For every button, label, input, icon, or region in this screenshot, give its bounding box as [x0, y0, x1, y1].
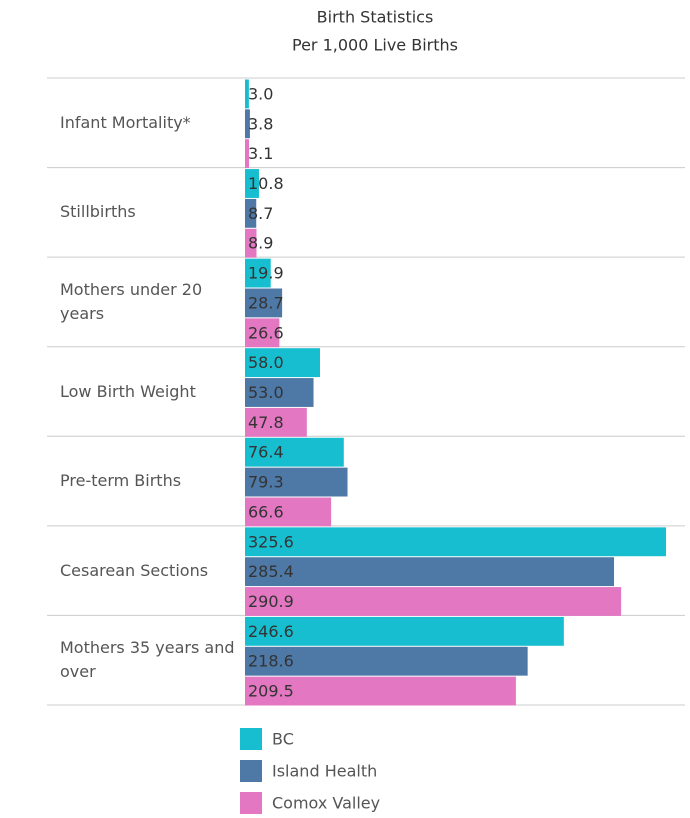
bar: [245, 646, 528, 676]
bar: [245, 288, 283, 318]
data-label: 325.6: [248, 532, 294, 551]
data-label: 290.9: [248, 592, 294, 611]
legend-label: Island Health: [272, 762, 377, 781]
bar: [245, 407, 307, 437]
data-label: 3.8: [248, 114, 273, 133]
bar: [245, 258, 271, 288]
category-label: Mothers 35 years and over: [60, 638, 235, 682]
category-label: Pre-term Births: [60, 471, 182, 491]
data-label: 246.6: [248, 622, 294, 641]
bar: [245, 169, 259, 198]
category-label: Low Birth Weight: [60, 381, 196, 401]
bar: [245, 676, 516, 706]
bar: [245, 378, 314, 407]
data-label: 66.6: [248, 502, 284, 521]
bar: [245, 318, 280, 348]
bar: [245, 198, 257, 228]
data-label: 28.7: [248, 293, 284, 312]
legend-swatch: [240, 728, 262, 750]
category-label: Mothers under 20 years: [60, 279, 203, 323]
bar: [245, 109, 250, 139]
chart-subtitle: Per 1,000 Live Births: [292, 36, 458, 55]
data-label: 285.4: [248, 562, 294, 581]
category-label: Cesarean Sections: [60, 560, 209, 580]
data-label: 53.0: [248, 383, 284, 402]
bar: [245, 467, 348, 497]
bar: [245, 348, 320, 378]
bar: [245, 79, 249, 109]
bar: [245, 616, 564, 646]
data-label: 79.3: [248, 473, 284, 492]
data-label: 19.9: [248, 264, 284, 283]
data-label: 3.1: [248, 144, 273, 163]
data-label: 209.5: [248, 682, 294, 701]
legend-swatch: [240, 792, 262, 814]
bar: [245, 497, 332, 527]
category-label: Infant Mortality*: [60, 112, 191, 132]
data-label: 58.0: [248, 353, 284, 372]
bar: [245, 228, 257, 258]
bar: [245, 139, 250, 169]
data-label: 47.8: [248, 413, 284, 432]
legend-swatch: [240, 760, 262, 782]
data-label: 3.0: [248, 84, 273, 103]
data-label: 8.7: [248, 204, 273, 223]
bar: [245, 587, 622, 616]
bar: [245, 527, 666, 557]
legend-label: Comox Valley: [272, 794, 380, 813]
legend-label: BC: [272, 730, 294, 749]
category-label: Stillbirths: [60, 202, 136, 222]
data-label: 10.8: [248, 174, 284, 193]
data-label: 218.6: [248, 652, 294, 671]
data-label: 8.9: [248, 234, 273, 253]
bar: [245, 557, 615, 587]
data-label: 76.4: [248, 443, 284, 462]
chart-title: Birth Statistics: [317, 8, 434, 27]
bar: [245, 437, 344, 467]
data-label: 26.6: [248, 323, 284, 342]
